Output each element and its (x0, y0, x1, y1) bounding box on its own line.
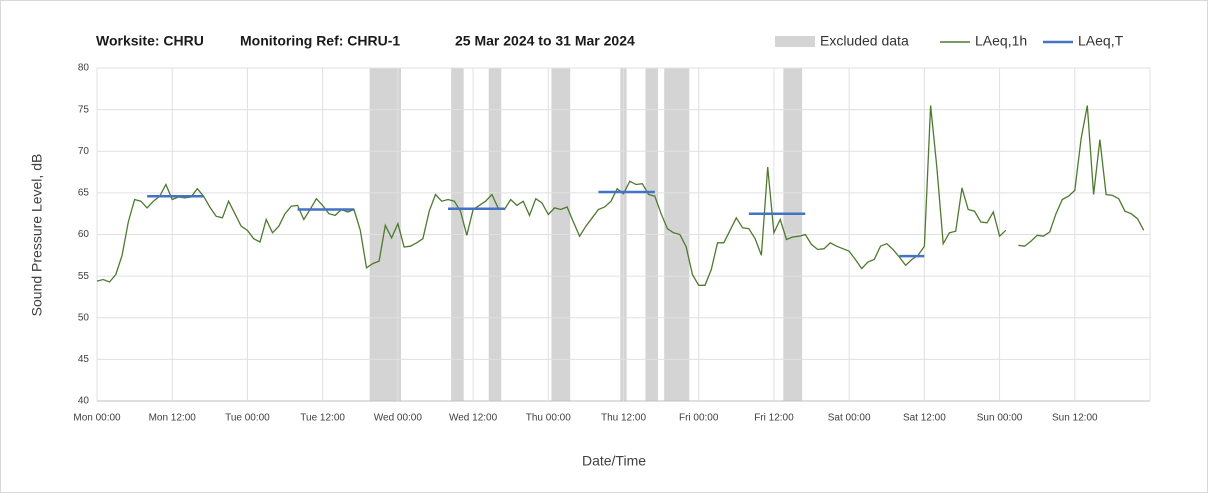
y-tick-label: 65 (78, 188, 90, 199)
x-tick-label: Sat 12:00 (903, 413, 946, 424)
x-tick-label: Fri 00:00 (679, 413, 719, 424)
x-tick-label: Tue 00:00 (225, 413, 270, 424)
y-tick-label: 75 (78, 104, 90, 115)
line-series (1018, 105, 1145, 247)
x-tick-label: Sun 12:00 (1052, 413, 1098, 424)
line-series (96, 105, 1007, 286)
y-axis-label: Sound Pressure Level, dB (29, 154, 45, 317)
y-tick-label: 40 (78, 396, 90, 407)
x-tick-label: Wed 12:00 (449, 413, 498, 424)
legend-label: Excluded data (820, 33, 909, 49)
legend-label: LAeq,1h (975, 33, 1027, 49)
y-tick-label: 60 (78, 229, 90, 240)
y-tick-label: 50 (78, 312, 90, 323)
x-tick-label: Thu 12:00 (601, 413, 646, 424)
x-tick-label: Thu 00:00 (526, 413, 571, 424)
x-tick-label: Wed 00:00 (374, 413, 423, 424)
x-tick-label: Sun 00:00 (977, 413, 1023, 424)
x-tick-label: Mon 00:00 (73, 413, 121, 424)
x-axis-label: Date/Time (582, 453, 646, 469)
y-tick-label: 70 (78, 146, 90, 157)
y-tick-label: 45 (78, 354, 90, 365)
legend-swatch (775, 36, 815, 47)
title-date-range: 25 Mar 2024 to 31 Mar 2024 (455, 33, 635, 49)
x-tick-label: Tue 12:00 (300, 413, 345, 424)
title-worksite: Worksite: CHRU (96, 33, 204, 49)
x-tick-label: Mon 12:00 (149, 413, 197, 424)
title-monitoring-ref: Monitoring Ref: CHRU-1 (240, 33, 400, 49)
x-tick-label: Sat 00:00 (828, 413, 871, 424)
y-tick-label: 55 (78, 271, 90, 282)
x-tick-label: Fri 12:00 (754, 413, 794, 424)
legend-label: LAeq,T (1078, 33, 1124, 49)
y-tick-label: 80 (78, 63, 90, 74)
